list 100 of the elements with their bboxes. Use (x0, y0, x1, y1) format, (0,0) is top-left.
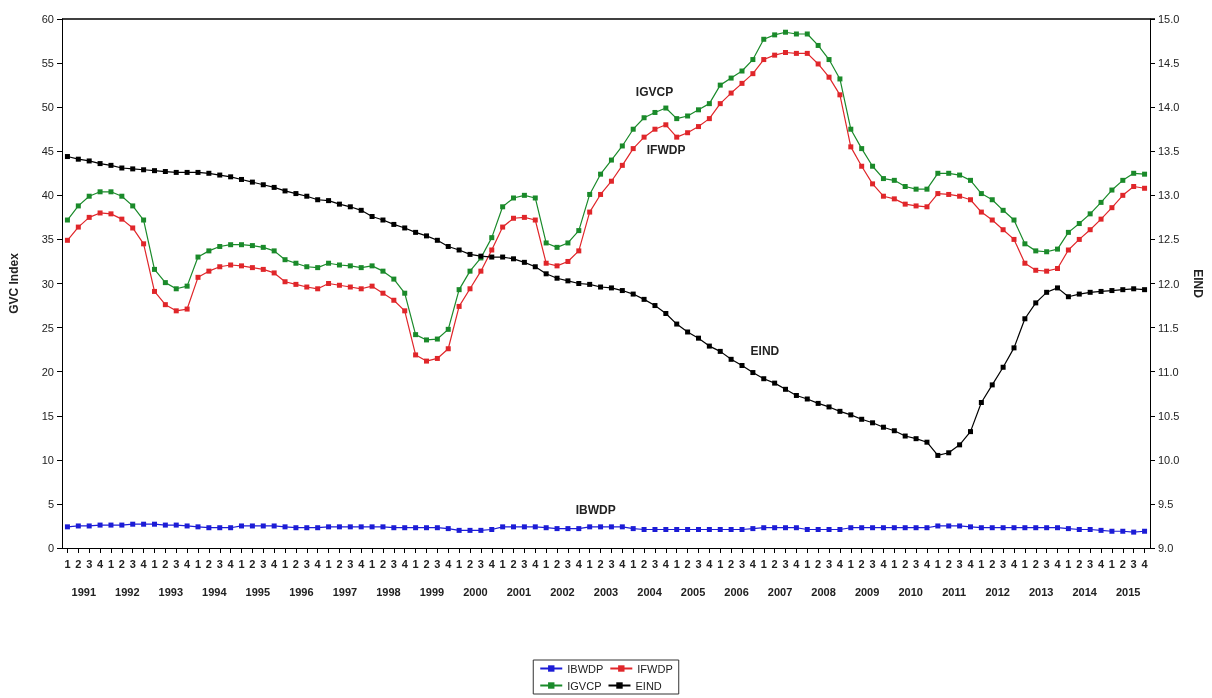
x-tick-label: 2 (510, 557, 517, 570)
x-tick-label: 1 (804, 557, 811, 570)
text: 1995 (245, 585, 271, 598)
x-tick-label: 1 (325, 557, 332, 570)
annotation: IGVCP (635, 85, 674, 100)
x-tick-label: 3 (782, 557, 789, 570)
x-tick-label: 1 (717, 557, 724, 570)
text: 2005 (680, 585, 706, 598)
x-tick-label: 1 (586, 557, 593, 570)
x-tick-label: 1 (456, 557, 463, 570)
x-tick-label: 3 (129, 557, 136, 570)
y2-tick-label: 10.0 (1158, 453, 1180, 466)
legend-label: EIND (635, 679, 662, 692)
y2-tick-label: 11.5 (1158, 321, 1179, 334)
text: 2012 (985, 585, 1010, 598)
y-tick-label: 50 (41, 101, 54, 114)
y-tick-label: 20 (41, 365, 54, 378)
x-tick-label: 2 (771, 557, 778, 570)
x-tick-label: 2 (1119, 557, 1126, 570)
x-tick-label: 4 (1141, 557, 1149, 570)
x-tick-label: 4 (619, 557, 627, 570)
x-tick-label: 2 (292, 557, 299, 570)
x-tick-label: 4 (836, 557, 844, 570)
text: 2002 (550, 585, 575, 598)
x-tick-label: 2 (553, 557, 561, 570)
text: 1996 (289, 585, 314, 598)
x-tick-label: 3 (651, 557, 659, 570)
x-tick-label: 3 (1000, 557, 1007, 570)
x-tick-label: 1 (412, 557, 419, 570)
legend-label: IFWDP (637, 662, 673, 675)
y-tick-label: 40 (41, 189, 54, 202)
x-tick-label: 3 (347, 557, 354, 570)
x-tick-label: 3 (521, 557, 528, 570)
x-tick-label: 2 (379, 557, 387, 570)
annotation: IFWDP (646, 143, 686, 158)
x-tick-label: 4 (1054, 557, 1062, 570)
x-tick-label: 1 (64, 557, 71, 570)
x-tick-label: 1 (238, 557, 245, 570)
x-tick-label: 4 (358, 557, 366, 570)
annotation: EIND (750, 344, 780, 359)
x-tick-label: 1 (630, 557, 637, 570)
x-tick-label: 4 (184, 557, 192, 570)
y-tick-label: 45 (41, 145, 54, 158)
x-tick-label: 2 (989, 557, 996, 570)
x-tick-label: 2 (597, 557, 604, 570)
text: 2001 (506, 585, 532, 598)
x-tick-label: 1 (543, 557, 550, 570)
x-tick-label: 1 (847, 557, 854, 570)
x-tick-label: 4 (967, 557, 975, 570)
x-tick-label: 4 (1010, 557, 1018, 570)
x-tick-label: 2 (75, 557, 82, 570)
y2-tick-label: 9.5 (1158, 497, 1174, 510)
y-tick-label: 55 (41, 57, 54, 70)
x-tick-label: 3 (869, 557, 876, 570)
x-tick-label: 1 (151, 557, 158, 570)
text: 1999 (419, 585, 445, 598)
text: 1993 (158, 585, 184, 598)
x-tick-label: 2 (902, 557, 909, 570)
x-tick-label: 2 (1076, 557, 1083, 570)
y-tick-label: 15 (41, 409, 54, 422)
x-tick-label: 1 (194, 557, 202, 570)
y2-tick-label: 11.0 (1158, 365, 1179, 378)
legend-label: IGVCP (567, 679, 602, 692)
x-tick-label: 3 (738, 557, 746, 570)
x-tick-label: 1 (978, 557, 985, 570)
x-tick-label: 4 (488, 557, 496, 570)
y2-tick-label: 14.0 (1158, 101, 1180, 114)
x-tick-label: 2 (728, 557, 735, 570)
x-tick-label: 4 (793, 557, 801, 570)
x-tick-label: 4 (923, 557, 931, 570)
y-tick-label: 35 (41, 233, 54, 246)
x-tick-label: 4 (749, 557, 757, 570)
x-tick-label: 2 (162, 557, 169, 570)
x-tick-label: 4 (227, 557, 235, 570)
x-tick-label: 3 (913, 557, 920, 570)
x-tick-label: 3 (1087, 557, 1094, 570)
text: 2009 (854, 585, 880, 598)
x-tick-label: 1 (1108, 557, 1115, 570)
x-tick-label: 3 (564, 557, 571, 570)
text: 2007 (767, 585, 793, 598)
y-tick-label: 60 (41, 13, 54, 25)
x-tick-label: 4 (532, 557, 540, 570)
legend-label: IBWDP (567, 662, 604, 675)
x-tick-label: 4 (445, 557, 453, 570)
y2-axis-title: EIND (1191, 269, 1205, 299)
x-tick-label: 3 (477, 557, 484, 570)
x-tick-label: 1 (1021, 557, 1028, 570)
text: 2008 (811, 585, 836, 598)
x-tick-label: 2 (249, 557, 256, 570)
x-tick-label: 1 (107, 557, 115, 570)
x-tick-label: 2 (466, 557, 474, 570)
x-tick-label: 3 (216, 557, 223, 570)
x-tick-label: 4 (706, 557, 714, 570)
x-tick-label: 3 (173, 557, 180, 570)
y2-tick-label: 9.0 (1158, 542, 1174, 554)
x-tick-label: 1 (760, 557, 767, 570)
y2-tick-label: 10.5 (1158, 409, 1180, 422)
x-tick-label: 4 (140, 557, 148, 570)
x-tick-label: 3 (608, 557, 615, 570)
x-tick-label: 2 (336, 557, 343, 570)
